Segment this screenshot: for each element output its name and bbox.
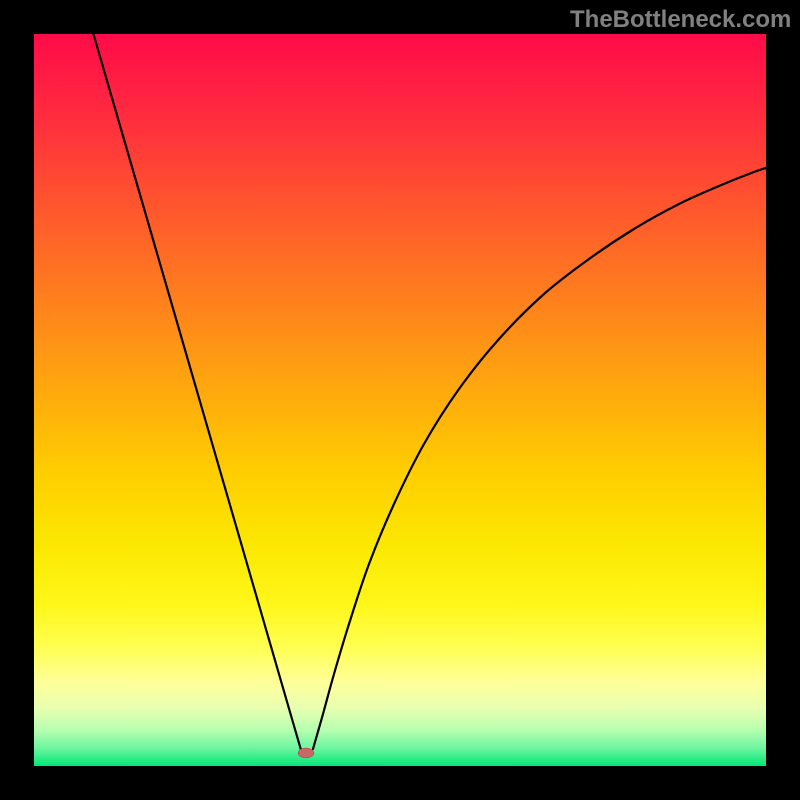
curve-left-branch — [92, 34, 301, 750]
watermark-text: TheBottleneck.com — [570, 6, 791, 34]
minimum-marker — [298, 748, 314, 758]
plot-area — [34, 34, 766, 766]
bottleneck-curve — [34, 34, 766, 766]
curve-right-branch — [313, 167, 766, 749]
